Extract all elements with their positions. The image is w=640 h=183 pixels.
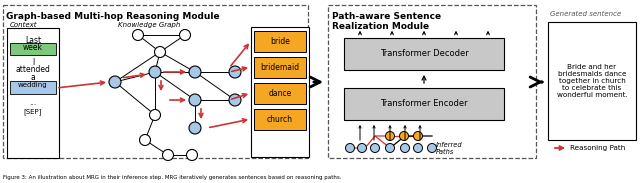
Bar	[344, 88, 504, 120]
Circle shape	[346, 143, 355, 152]
Bar	[328, 5, 536, 158]
Circle shape	[385, 143, 394, 152]
Bar	[3, 5, 308, 158]
Bar	[254, 109, 306, 130]
Circle shape	[149, 66, 161, 78]
Circle shape	[371, 143, 380, 152]
Circle shape	[150, 109, 161, 120]
Bar	[10, 81, 56, 94]
Bar	[254, 31, 306, 52]
Circle shape	[189, 94, 201, 106]
Circle shape	[140, 135, 150, 145]
Text: Graph-based Multi-hop Reasoning Module: Graph-based Multi-hop Reasoning Module	[6, 12, 220, 21]
Circle shape	[132, 29, 143, 40]
Bar	[548, 22, 636, 140]
Text: Generated sentence: Generated sentence	[550, 11, 621, 17]
Text: attended: attended	[15, 65, 51, 74]
Circle shape	[186, 150, 198, 160]
Text: Figure 3: An illustration about MRG in their inference step. MRG iteratively gen: Figure 3: An illustration about MRG in t…	[3, 175, 342, 180]
Circle shape	[229, 66, 241, 78]
Circle shape	[179, 29, 191, 40]
Circle shape	[358, 143, 367, 152]
Text: bridemaid: bridemaid	[260, 63, 300, 72]
Text: Bride and her
bridesmaids dance
together in church
to celebrate this
wonderful m: Bride and her bridesmaids dance together…	[557, 64, 627, 98]
Bar	[344, 38, 504, 70]
Circle shape	[229, 94, 241, 106]
Text: Transformer Decoder: Transformer Decoder	[380, 49, 468, 59]
Bar	[251, 27, 309, 157]
Circle shape	[109, 76, 121, 88]
Text: Transformer Encoder: Transformer Encoder	[380, 100, 468, 109]
Text: Path-aware Sentence
Realization Module: Path-aware Sentence Realization Module	[332, 12, 441, 31]
Circle shape	[401, 143, 410, 152]
Circle shape	[163, 150, 173, 160]
Text: wedding: wedding	[18, 82, 48, 88]
Text: Reasoning Path: Reasoning Path	[570, 145, 625, 151]
Text: a: a	[31, 73, 35, 82]
Text: [SEP]: [SEP]	[24, 108, 42, 115]
Text: Inferred
Paths: Inferred Paths	[436, 142, 463, 155]
Circle shape	[399, 132, 408, 141]
Circle shape	[428, 143, 436, 152]
Text: Knowledge Graph: Knowledge Graph	[118, 22, 180, 28]
Bar	[254, 57, 306, 78]
Text: Last: Last	[25, 36, 41, 45]
Circle shape	[154, 46, 166, 57]
Circle shape	[189, 122, 201, 134]
Text: I: I	[32, 58, 34, 67]
Circle shape	[189, 66, 201, 78]
Text: week: week	[23, 43, 43, 52]
Text: ...: ...	[29, 98, 36, 107]
Text: bride: bride	[270, 37, 290, 46]
Text: dance: dance	[268, 89, 292, 98]
Bar	[254, 83, 306, 104]
Circle shape	[385, 132, 394, 141]
Text: Context: Context	[10, 22, 38, 28]
Bar	[7, 28, 59, 158]
Bar	[10, 43, 56, 55]
Circle shape	[413, 132, 422, 141]
Text: church: church	[267, 115, 293, 124]
Circle shape	[413, 143, 422, 152]
